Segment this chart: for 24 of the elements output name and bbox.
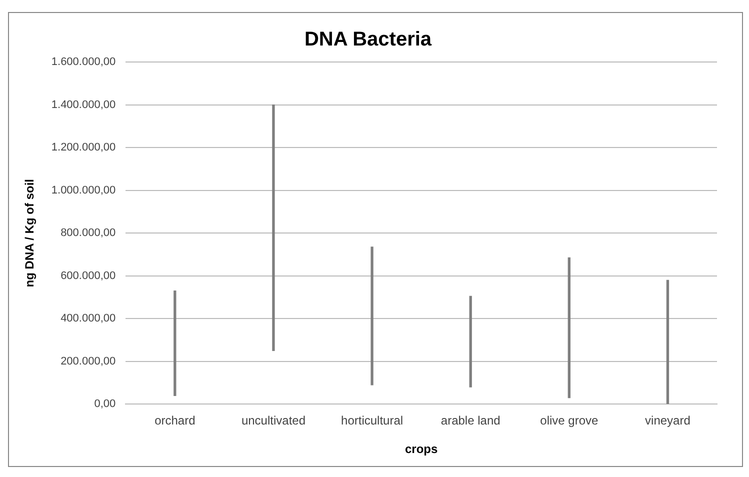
y-axis-title: ng DNA / Kg of soil — [22, 178, 37, 288]
y-tick-label: 200.000,00 — [60, 355, 116, 368]
bar — [469, 296, 472, 388]
x-tick-label: uncultivated — [241, 414, 306, 428]
chart-title: DNA Bacteria — [304, 28, 432, 51]
x-tick-label: arable land — [440, 414, 500, 428]
x-tick-label: olive grove — [540, 414, 598, 428]
x-tick-label: orchard — [154, 414, 196, 428]
y-tick-label: 1.000.000,00 — [51, 184, 116, 196]
bar — [174, 290, 176, 396]
y-tick-label: 1.600.000,00 — [51, 56, 116, 68]
y-tick-label: 0,00 — [94, 398, 116, 410]
bar — [272, 104, 275, 352]
x-tick-label: vineyard — [645, 414, 690, 428]
x-axis-title: crops — [404, 442, 438, 456]
y-tick-label: 600.000,00 — [60, 270, 116, 282]
bar — [370, 246, 374, 386]
x-tick-label: horticultural — [341, 414, 404, 428]
bar — [666, 280, 670, 404]
y-tick-label: 800.000,00 — [60, 227, 116, 240]
y-tick-label: 400.000,00 — [60, 312, 116, 325]
y-tick-label: 1.400.000,00 — [51, 98, 116, 111]
bar — [568, 257, 570, 398]
y-tick-label: 1.200.000,00 — [51, 142, 116, 154]
